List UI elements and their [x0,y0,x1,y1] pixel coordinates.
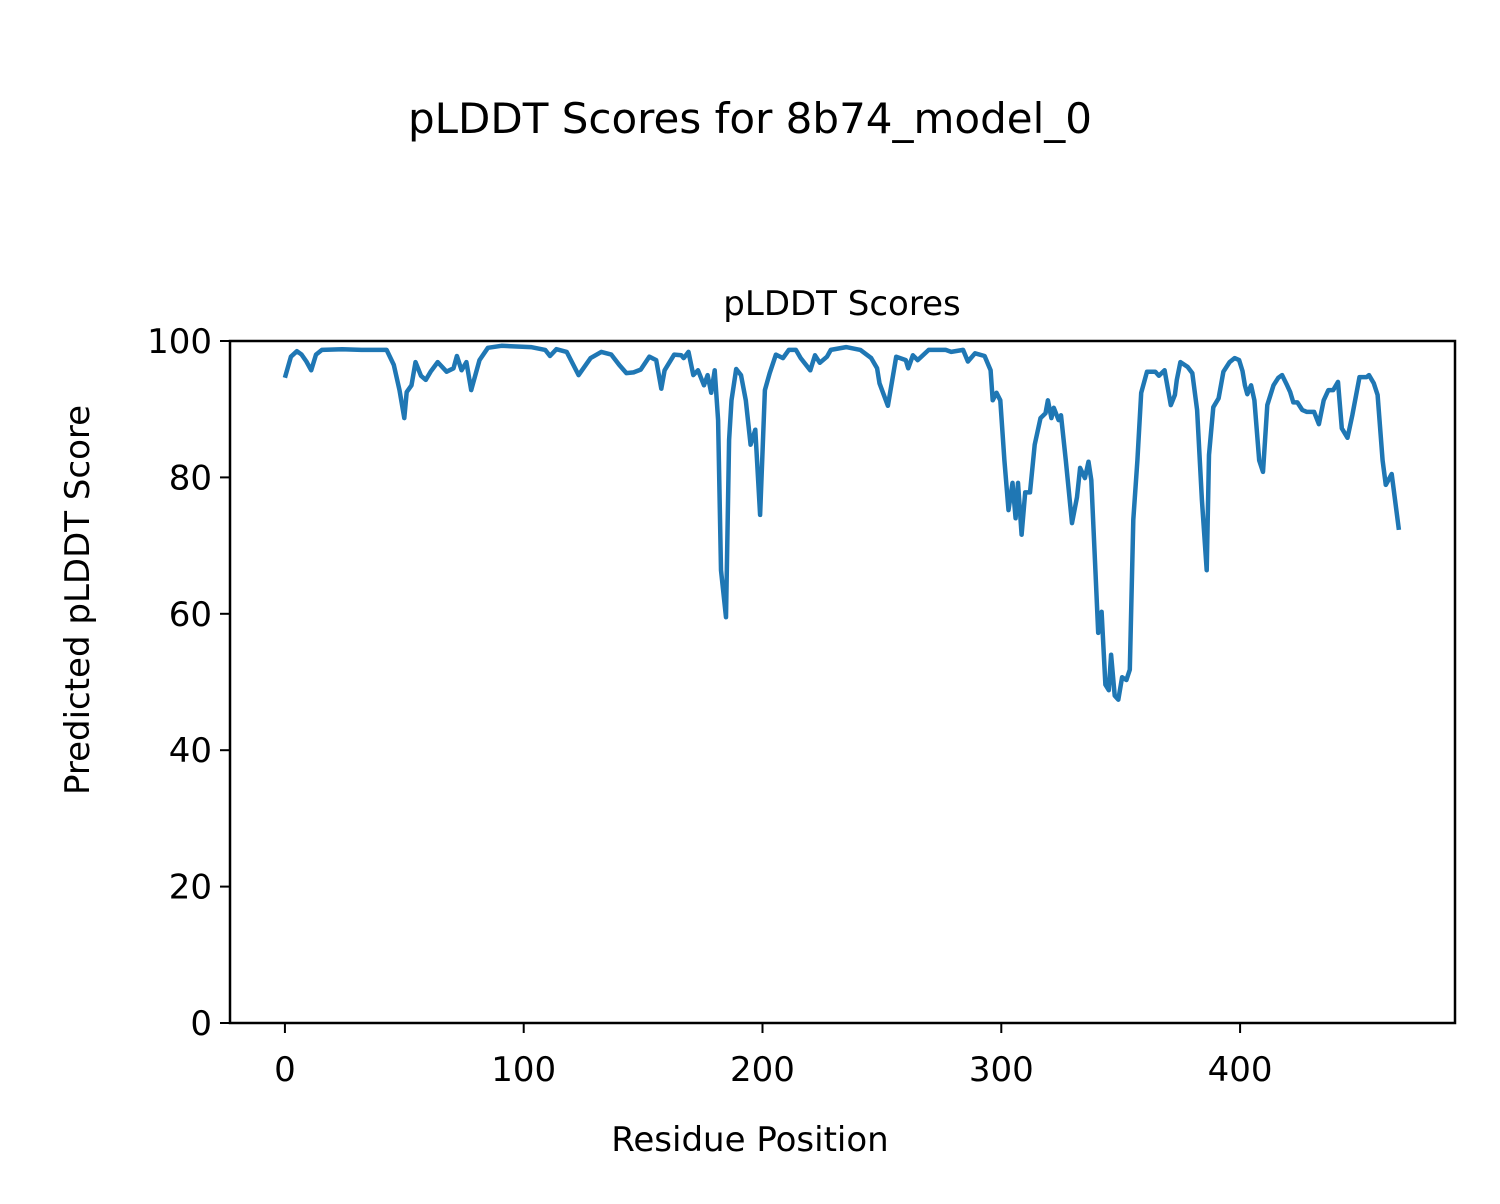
figure-suptitle: pLDDT Scores for 8b74_model_0 [408,94,1092,143]
x-tick-label: 400 [1208,1050,1273,1090]
y-tick-label: 80 [169,458,212,498]
y-tick-label: 0 [190,1004,212,1044]
y-tick-label: 60 [169,595,212,635]
x-tick-label: 100 [491,1050,556,1090]
series-line-plddt [282,343,1402,702]
x-tick-label: 300 [969,1050,1034,1090]
x-axis-label: Residue Position [611,1120,888,1160]
y-tick-label: 20 [169,868,212,908]
plot-frame [228,339,1457,1025]
axes-title: pLDDT Scores [723,284,960,324]
y-tick-label: 100 [147,322,212,362]
y-tick-label: 40 [169,731,212,771]
x-tick-label: 200 [730,1050,795,1090]
y-axis-label: Predicted pLDDT Score [58,405,98,795]
x-tick-label: 0 [274,1050,296,1090]
